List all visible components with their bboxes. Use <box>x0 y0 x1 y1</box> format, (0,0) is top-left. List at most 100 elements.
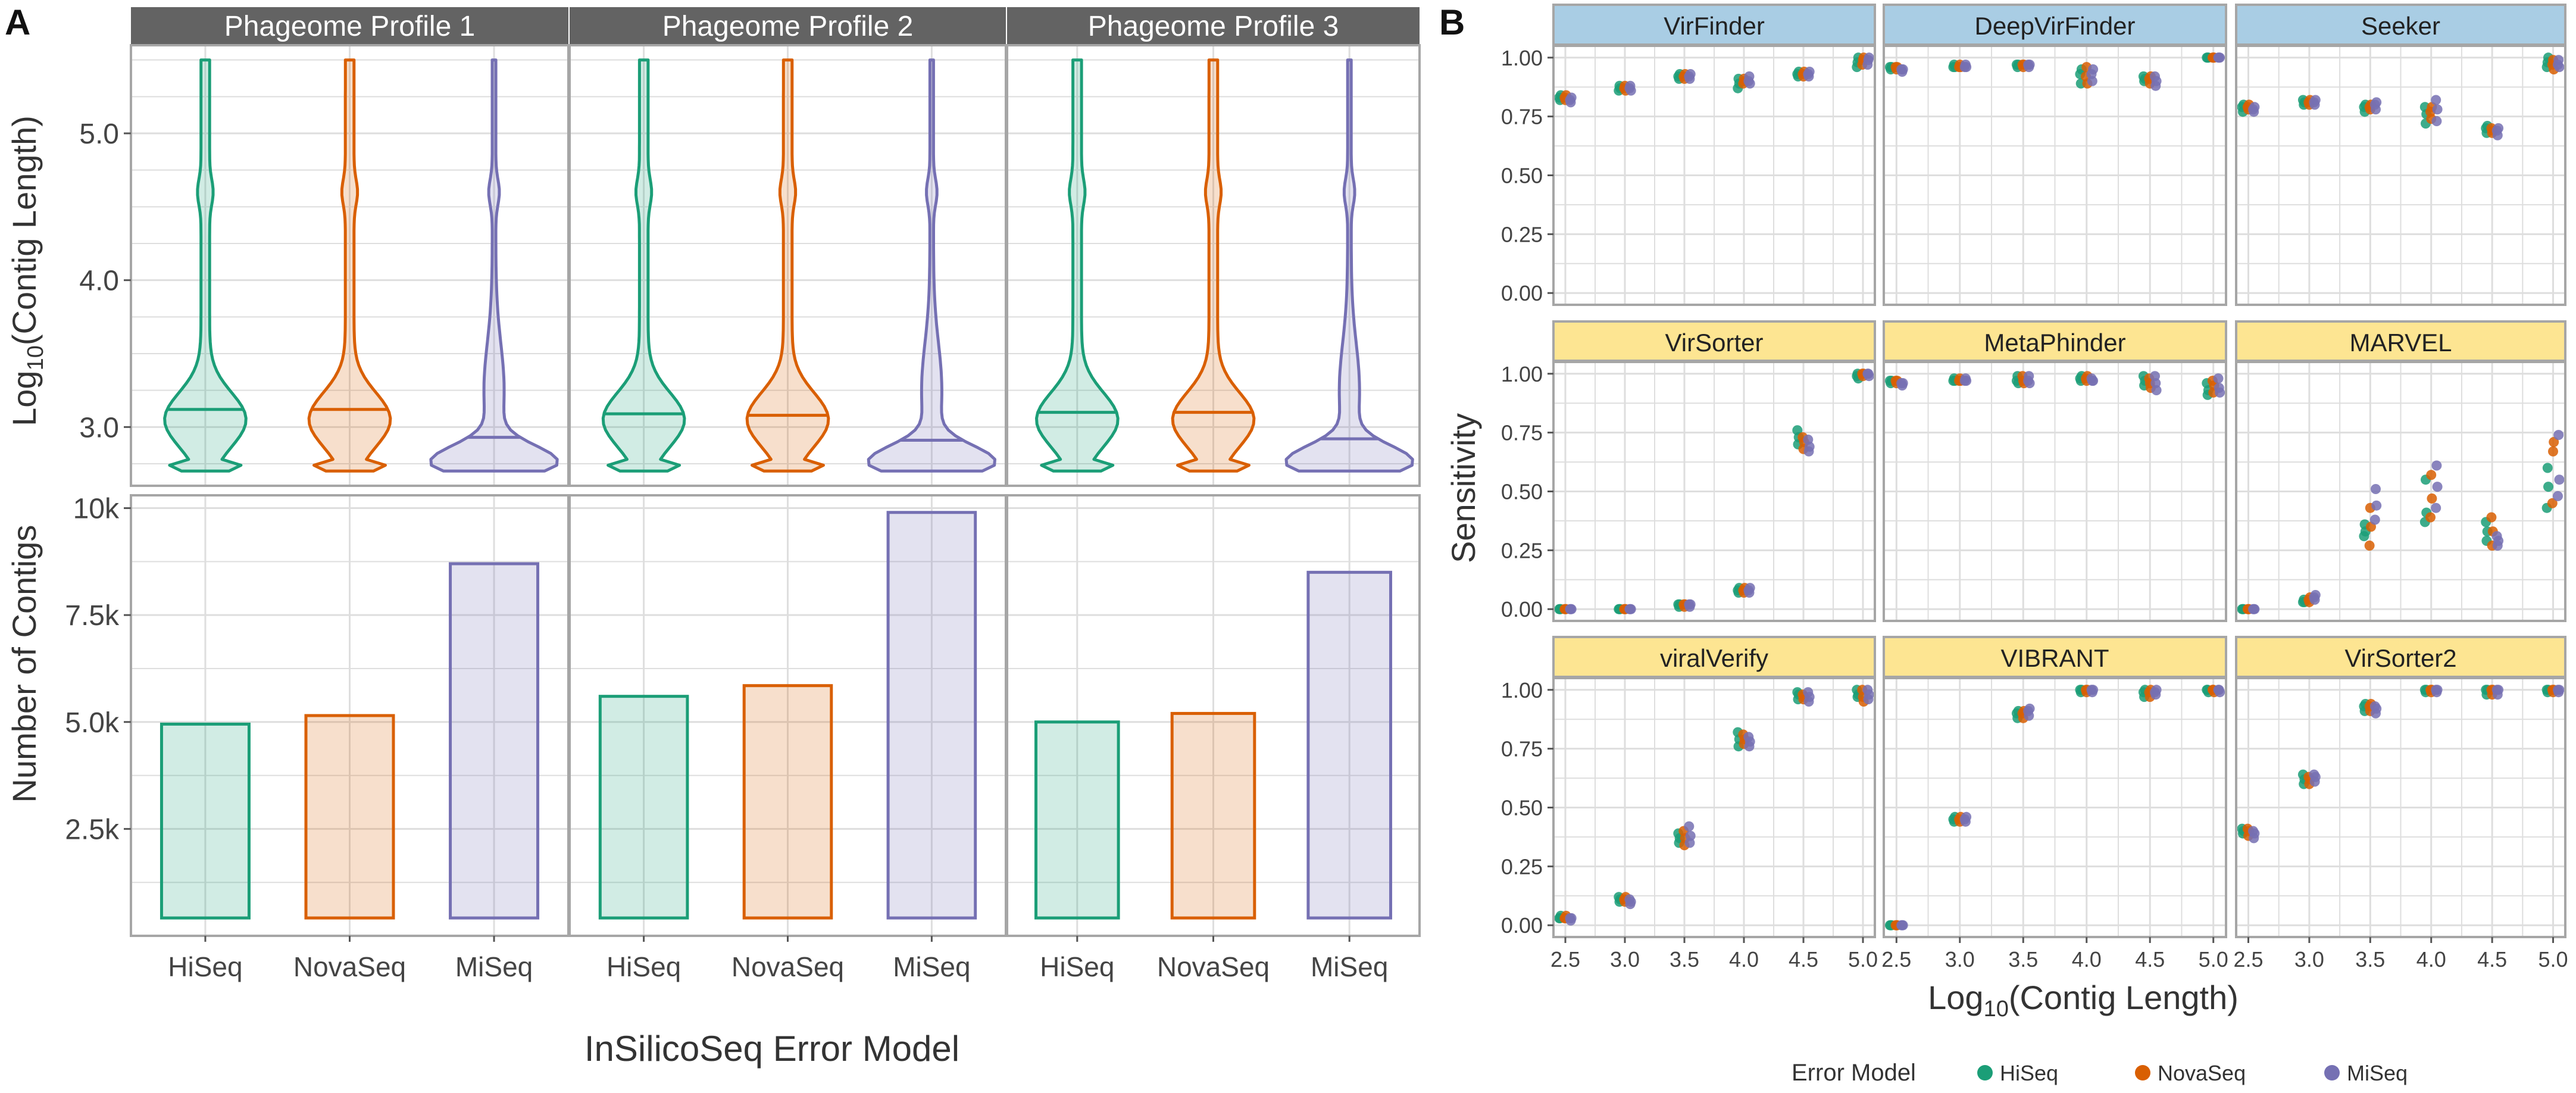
strip-label-marvel: MARVEL <box>2350 329 2452 357</box>
bar-y-axis-title: Number of Contigs <box>5 525 43 803</box>
bar-y-tick-label: 5.0k <box>65 707 120 739</box>
panel-a-x-axis-title: InSilicoSeq Error Model <box>584 1029 959 1069</box>
strip-label-phageome-profile-3: Phageome Profile 3 <box>1088 11 1339 42</box>
point-deepvirfinder-miseq <box>2024 60 2035 70</box>
sens-y-tick-label: 1.00 <box>1501 362 1543 386</box>
violin-novaseq-phageome-profile-3 <box>1171 58 1256 473</box>
sens-x-title-suffix: (Contig Length) <box>2009 979 2239 1016</box>
x-tick-label-novaseq-phageome-profile-2: NovaSeq <box>731 951 844 982</box>
violin-miseq-phageome-profile-3 <box>1284 58 1414 473</box>
sens-x-tick-label: 3.0 <box>2294 947 2324 972</box>
legend-label-hiseq: HiSeq <box>2000 1061 2058 1085</box>
point-virsorter-miseq <box>1745 583 1755 594</box>
x-tick-label-miseq-phageome-profile-2: MiSeq <box>893 951 970 982</box>
point-virfinder-miseq <box>1745 78 1755 89</box>
point-viralverify-miseq <box>1685 830 1696 841</box>
violin-hiseq-phageome-profile-1 <box>163 58 248 473</box>
point-virsorter2-miseq <box>2493 685 2504 695</box>
bar-hiseq-phageome-profile-1 <box>160 722 251 920</box>
point-virfinder-miseq <box>1804 67 1815 77</box>
strip-label-seeker: Seeker <box>2361 12 2440 40</box>
point-deepvirfinder-miseq <box>1961 62 1972 73</box>
strip-label-virfinder: VirFinder <box>1664 12 1765 40</box>
x-tick-label-miseq-phageome-profile-1: MiSeq <box>455 951 533 982</box>
sens-y-tick-label: 0.00 <box>1501 913 1543 938</box>
point-marvel-novaseq <box>2549 437 2559 447</box>
sens-y-tick-label: 0.50 <box>1501 480 1543 504</box>
violin-y-title-prefix: Log <box>5 370 43 426</box>
point-virsorter2-miseq <box>2249 828 2260 839</box>
point-marvel-miseq <box>2493 536 2504 546</box>
x-tick-label-novaseq-phageome-profile-3: NovaSeq <box>1157 951 1270 982</box>
x-tick-label-hiseq-phageome-profile-3: HiSeq <box>1040 951 1114 982</box>
violin-novaseq-phageome-profile-2 <box>745 58 830 473</box>
violin-y-title-suffix: (Contig Length) <box>5 115 43 345</box>
strip-label-phageome-profile-2: Phageome Profile 2 <box>662 11 914 42</box>
point-marvel-novaseq <box>2548 446 2558 457</box>
strip-phageome-profile-3 <box>1007 7 1420 44</box>
bar-novaseq-phageome-profile-1 <box>304 714 395 920</box>
legend-key-miseq <box>2324 1065 2340 1080</box>
sens-y-tick-label: 0.25 <box>1501 854 1543 879</box>
sensitivity-y-axis-title: Sensitivity <box>1445 413 1482 563</box>
point-metaphinder-miseq <box>2215 387 2225 398</box>
sens-x-title-prefix: Log <box>1928 979 1983 1016</box>
panel-b-plots: VirFinder 0.00 0.25 0.50 0.75 1.00 DeepVirFind… <box>1501 4 2568 972</box>
point-viralverify-miseq <box>1745 736 1755 747</box>
point-virsorter2-miseq <box>2432 685 2443 695</box>
point-virfinder-miseq <box>1864 52 1874 63</box>
point-metaphinder-miseq <box>2213 373 2224 384</box>
sens-x-tick-label: 5.0 <box>2199 947 2228 972</box>
strip-marvel <box>2235 320 2566 362</box>
facet-frame-deepvirfinder <box>1883 45 2227 306</box>
legend-key-hiseq <box>1977 1065 1993 1080</box>
point-metaphinder-miseq <box>1961 376 1972 386</box>
point-virsorter-miseq <box>1625 604 1636 614</box>
point-marvel-novaseq <box>2426 470 2437 480</box>
strip-label-phageome-profile-1: Phageome Profile 1 <box>224 11 476 42</box>
violin-hiseq-phageome-profile-2 <box>601 58 686 473</box>
point-marvel-miseq <box>2432 482 2443 492</box>
sens-x-tick-label: 4.5 <box>1789 947 1818 972</box>
point-marvel-novaseq <box>2427 493 2437 504</box>
point-seeker-miseq <box>2431 95 2441 105</box>
point-metaphinder-miseq <box>2151 385 2162 395</box>
point-seeker-miseq <box>2431 116 2442 126</box>
point-virfinder-miseq <box>1566 92 1577 103</box>
point-marvel-miseq <box>2553 491 2563 501</box>
point-virsorter-miseq <box>1685 599 1696 610</box>
strip-label-deepvirfinder: DeepVirFinder <box>1974 12 2135 40</box>
point-marvel-novaseq <box>2364 541 2375 551</box>
strip-seeker <box>2235 4 2566 46</box>
strip-viralverify <box>1552 636 1876 678</box>
point-virfinder-miseq <box>1685 69 1696 79</box>
bar-y-tick-label: 2.5k <box>65 814 120 845</box>
sens-x-tick-label: 2.5 <box>1881 947 1911 972</box>
point-viralverify-miseq <box>1864 689 1874 700</box>
point-vibrant-miseq <box>2151 685 2162 695</box>
point-virsorter2-miseq <box>2554 685 2565 695</box>
strip-label-virsorter: VirSorter <box>1665 329 1764 357</box>
strip-label-virsorter2: VirSorter2 <box>2344 644 2456 672</box>
sens-x-title-subscript: 10 <box>1984 997 2009 1022</box>
sens-y-tick-label: 0.75 <box>1501 105 1543 129</box>
facet-frame-seeker <box>2235 45 2566 306</box>
point-marvel-miseq <box>2310 590 2321 600</box>
point-vibrant-miseq <box>2024 703 2035 714</box>
violin-y-tick-label: 5.0 <box>79 118 119 150</box>
point-virsorter-miseq <box>1566 604 1577 614</box>
sens-x-tick-label: 3.5 <box>2355 947 2385 972</box>
violin-miseq-phageome-profile-1 <box>429 58 559 473</box>
x-tick-label-hiseq-phageome-profile-1: HiSeq <box>168 951 242 982</box>
sens-y-tick-label: 0.25 <box>1501 222 1543 246</box>
strip-metaphinder <box>1883 320 2227 362</box>
sens-y-tick-label: 0.00 <box>1501 597 1543 622</box>
point-viralverify-miseq <box>1684 821 1695 832</box>
violin-y-title-subscript: 10 <box>23 345 48 370</box>
sens-x-tick-label: 4.0 <box>2072 947 2102 972</box>
bar-miseq-phageome-profile-2 <box>886 511 977 920</box>
legend-key-novaseq <box>2135 1065 2150 1080</box>
legend-label-novaseq: NovaSeq <box>2158 1061 2246 1085</box>
bar-hiseq-phageome-profile-3 <box>1034 720 1120 920</box>
point-viralverify-miseq <box>1625 897 1636 907</box>
